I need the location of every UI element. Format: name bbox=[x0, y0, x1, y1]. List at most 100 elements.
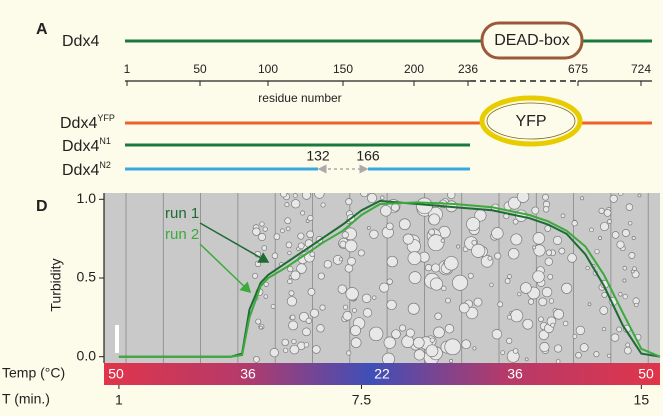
droplet bbox=[290, 270, 301, 281]
droplet bbox=[383, 336, 396, 349]
droplet bbox=[527, 298, 535, 305]
droplet bbox=[287, 278, 293, 284]
droplet bbox=[357, 249, 365, 257]
droplet bbox=[497, 301, 504, 308]
droplet bbox=[611, 231, 620, 239]
droplet bbox=[307, 214, 314, 222]
droplet bbox=[425, 344, 439, 358]
droplet bbox=[532, 232, 546, 245]
construct-label: Ddx4 bbox=[62, 33, 99, 50]
droplet bbox=[571, 220, 578, 227]
droplet bbox=[522, 318, 534, 330]
droplet bbox=[440, 238, 445, 243]
legend-label: run 2 bbox=[165, 226, 199, 243]
residue-tick-label: 1 bbox=[124, 62, 131, 76]
droplet bbox=[575, 325, 586, 336]
droplet bbox=[306, 230, 314, 239]
droplet bbox=[616, 326, 623, 333]
droplet bbox=[533, 244, 546, 257]
droplet bbox=[625, 203, 634, 211]
droplet bbox=[253, 355, 260, 363]
droplet bbox=[382, 352, 396, 363]
droplet bbox=[284, 217, 292, 225]
droplet bbox=[512, 348, 519, 354]
droplet bbox=[316, 324, 325, 333]
droplet bbox=[302, 327, 311, 337]
droplet bbox=[618, 193, 624, 196]
x-tick-label: 1 bbox=[115, 392, 123, 408]
droplet bbox=[366, 226, 371, 230]
droplet bbox=[456, 244, 461, 249]
droplet bbox=[427, 234, 445, 252]
droplet bbox=[507, 314, 512, 320]
droplet bbox=[517, 292, 522, 297]
droplet bbox=[562, 320, 569, 327]
droplet bbox=[319, 304, 326, 311]
panel-label: D bbox=[36, 198, 48, 215]
y-tick-label: 1.0 bbox=[77, 190, 97, 206]
droplet bbox=[372, 295, 377, 300]
droplet bbox=[317, 272, 325, 280]
temp-label: Temp (°C) bbox=[2, 365, 65, 381]
droplet bbox=[631, 236, 636, 240]
droplet bbox=[466, 217, 481, 232]
droplet bbox=[444, 324, 455, 334]
droplet bbox=[516, 193, 530, 203]
temp-value: 50 bbox=[108, 366, 124, 382]
construct-superscript: YFP bbox=[97, 113, 115, 123]
droplet bbox=[598, 236, 602, 240]
droplet bbox=[628, 251, 636, 259]
droplet bbox=[408, 271, 422, 284]
droplet bbox=[487, 255, 493, 261]
temp-value: 36 bbox=[507, 366, 523, 382]
droplet bbox=[589, 227, 594, 233]
droplet bbox=[544, 257, 553, 266]
series-line bbox=[118, 201, 661, 358]
legend-label: run 1 bbox=[165, 205, 199, 222]
droplet bbox=[287, 265, 294, 273]
droplet bbox=[391, 329, 401, 339]
droplet bbox=[429, 337, 435, 343]
droplet bbox=[280, 228, 285, 234]
droplet bbox=[625, 342, 631, 348]
droplet bbox=[587, 302, 592, 307]
droplet bbox=[255, 318, 262, 325]
droplet bbox=[398, 218, 411, 231]
droplet bbox=[441, 285, 447, 291]
droplet bbox=[345, 287, 359, 301]
droplet bbox=[288, 320, 299, 331]
droplet bbox=[622, 293, 628, 300]
droplet bbox=[338, 257, 343, 262]
droplet bbox=[444, 338, 461, 356]
droplet bbox=[407, 251, 422, 266]
construct-name: Ddx4 bbox=[60, 115, 97, 132]
droplet bbox=[508, 196, 521, 210]
construct-label: Ddx4N1 bbox=[62, 136, 111, 155]
droplet bbox=[368, 326, 384, 342]
droplet bbox=[507, 274, 512, 279]
droplet bbox=[273, 233, 281, 240]
droplet bbox=[599, 306, 609, 315]
residue-axis bbox=[125, 80, 652, 86]
droplet bbox=[607, 219, 612, 224]
droplet bbox=[401, 335, 415, 348]
droplet bbox=[491, 329, 503, 340]
droplet bbox=[561, 282, 573, 294]
legend-arrow bbox=[199, 222, 270, 263]
droplet bbox=[506, 337, 513, 344]
droplet bbox=[567, 253, 577, 263]
droplet bbox=[433, 326, 445, 339]
droplet bbox=[360, 193, 369, 198]
droplet bbox=[538, 297, 548, 307]
legend-arrow bbox=[199, 243, 252, 294]
droplet bbox=[386, 222, 394, 231]
droplet bbox=[300, 210, 306, 216]
droplet bbox=[424, 264, 433, 272]
droplet bbox=[270, 304, 276, 309]
droplet bbox=[323, 260, 332, 269]
droplet bbox=[512, 218, 519, 225]
droplet bbox=[628, 221, 633, 226]
droplet bbox=[575, 351, 582, 359]
residue-tick-label: 724 bbox=[631, 62, 651, 76]
